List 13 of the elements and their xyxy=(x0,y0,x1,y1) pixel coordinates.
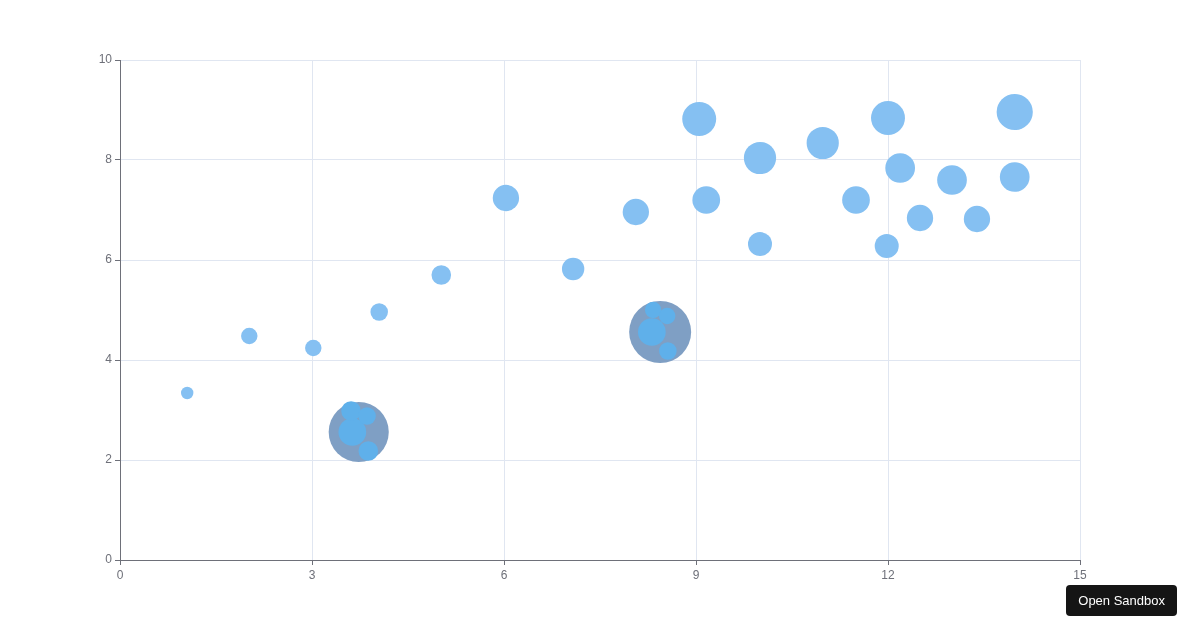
y-tick-label: 10 xyxy=(98,52,113,67)
y-tick-label: 6 xyxy=(105,252,113,267)
x-tick-label: 9 xyxy=(692,567,700,582)
x-tick-label: 0 xyxy=(116,567,124,582)
x-tick-label: 12 xyxy=(881,567,895,582)
x-tick-label: 3 xyxy=(308,567,316,582)
x-tick-label: 6 xyxy=(500,567,508,582)
x-tick-label: 15 xyxy=(1073,567,1087,582)
y-tick-label: 8 xyxy=(105,152,113,167)
text: Open Sandbox xyxy=(1066,585,1177,616)
y-tick-label: 2 xyxy=(105,452,113,467)
y-tick-label: 0 xyxy=(105,552,113,567)
y-tick-label: 4 xyxy=(105,352,113,367)
